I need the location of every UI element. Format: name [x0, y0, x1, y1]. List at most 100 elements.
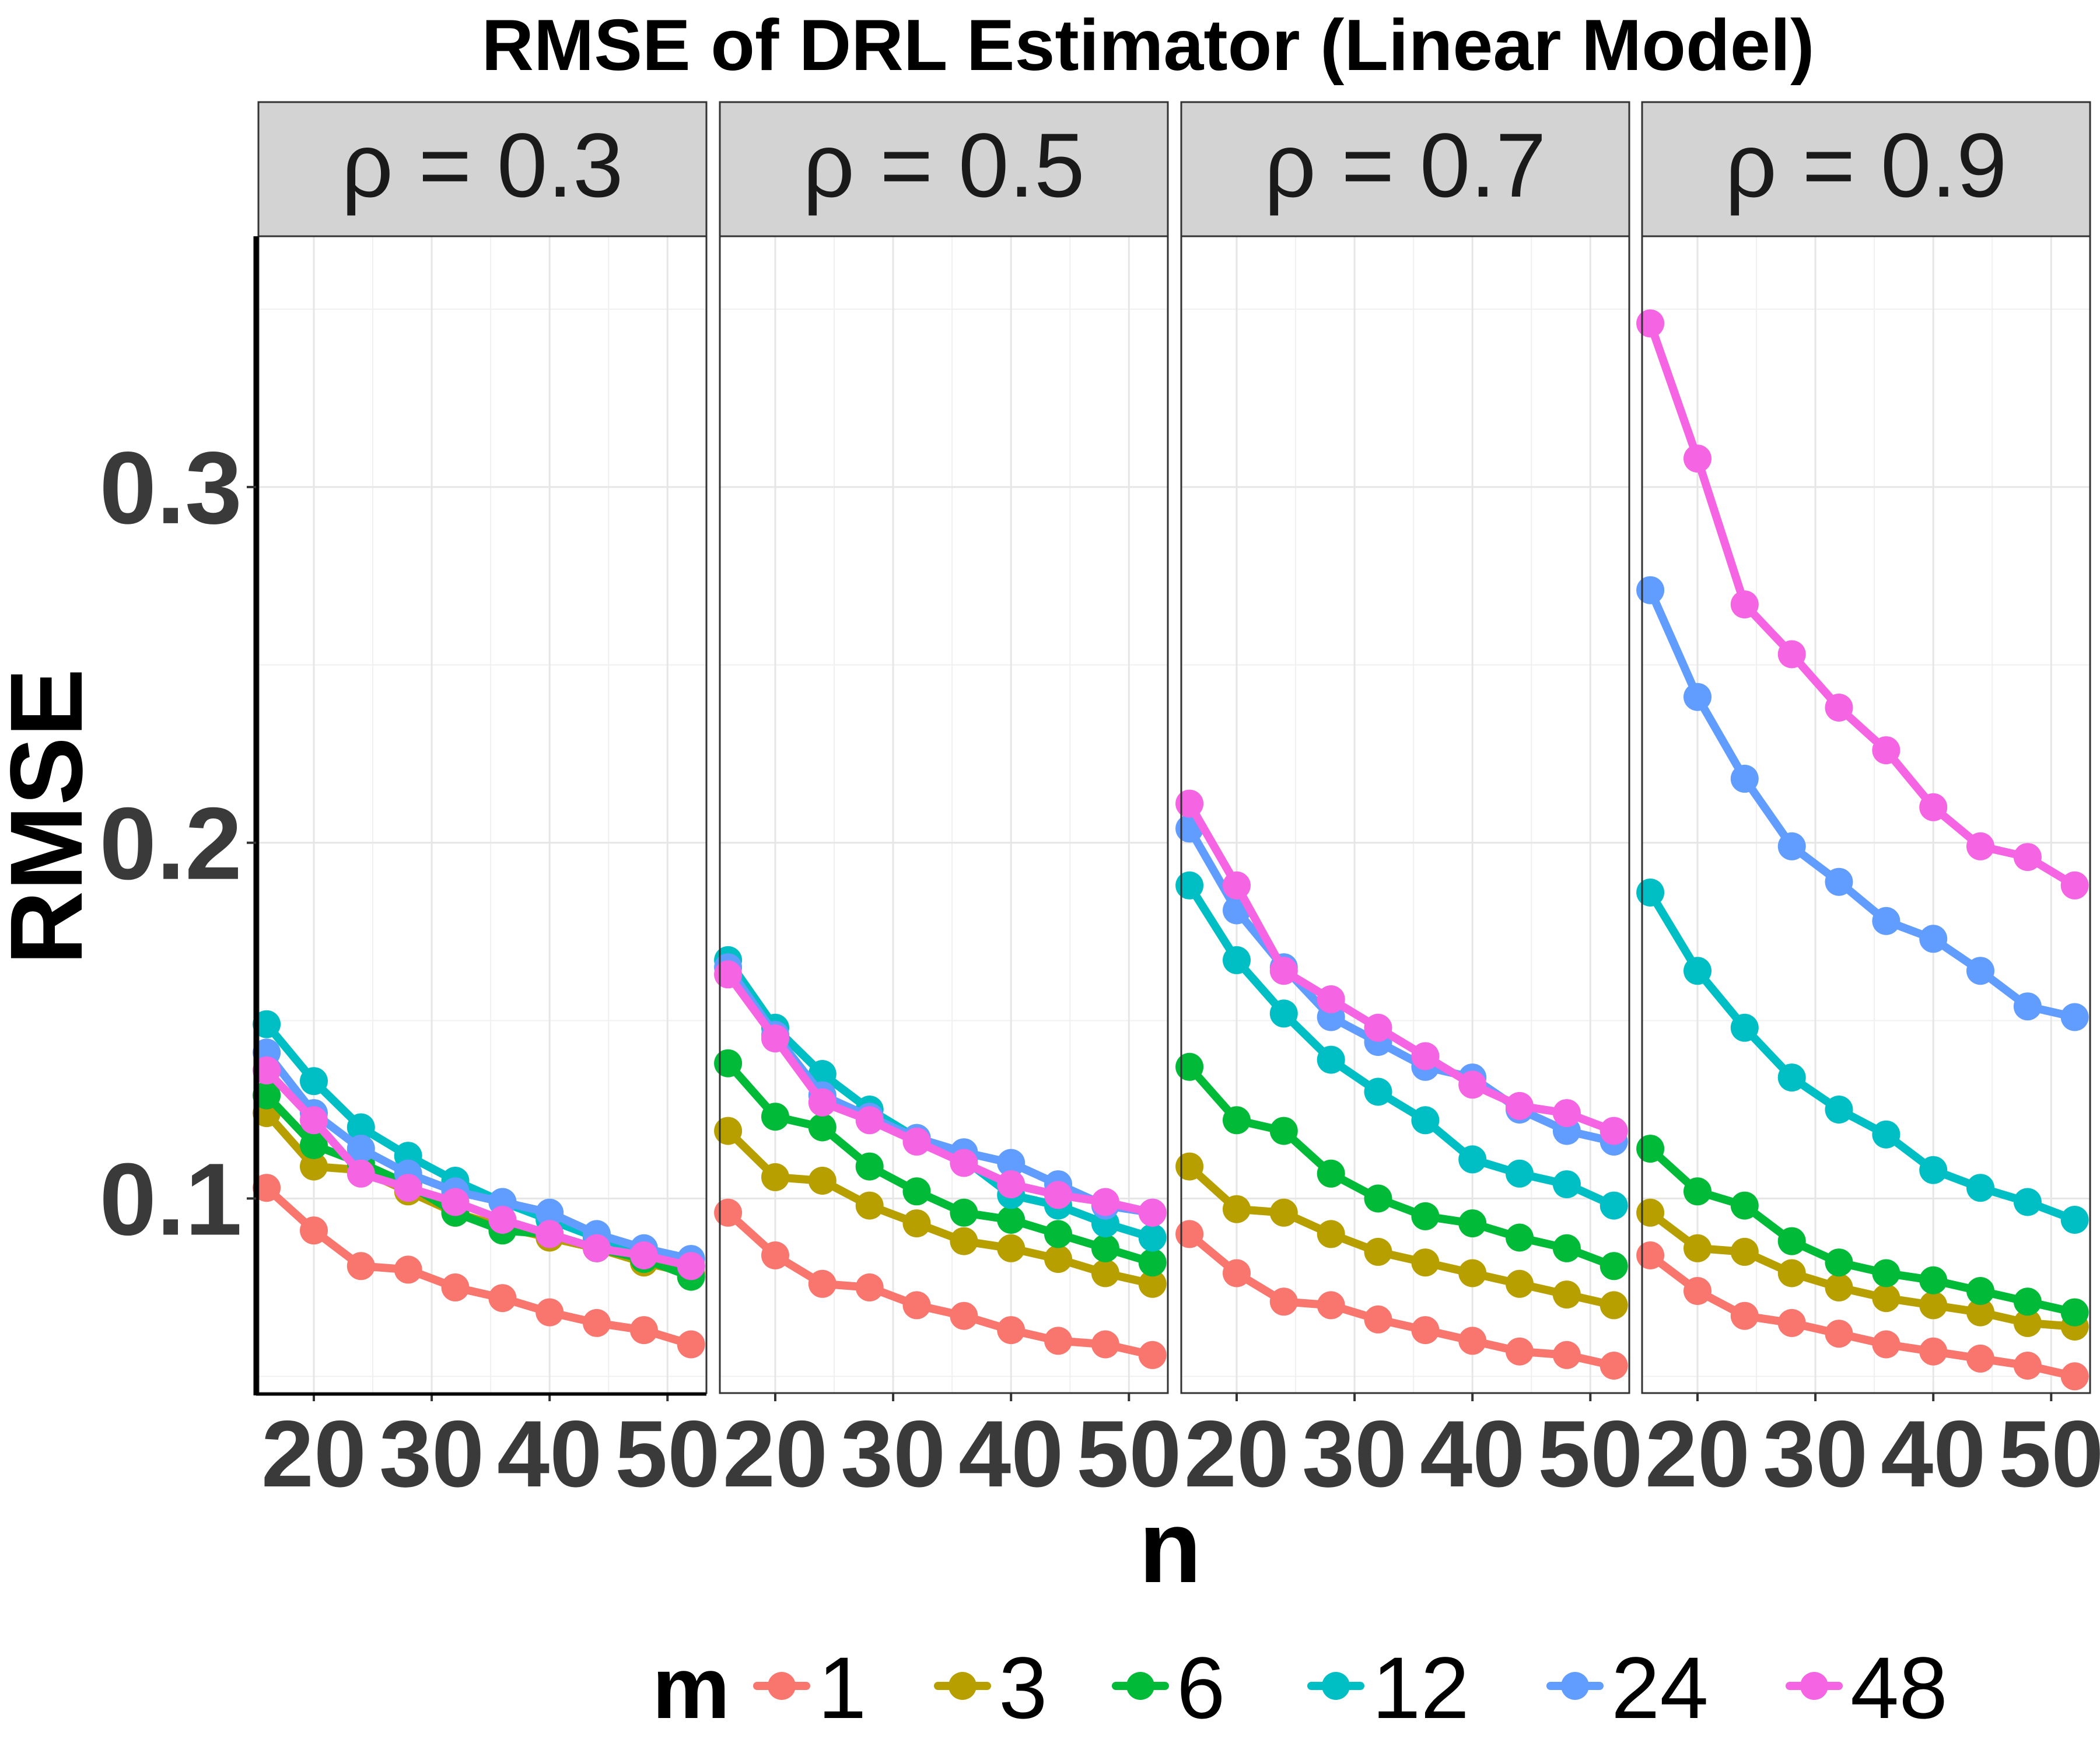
data-point-m-1-n-16	[714, 1198, 743, 1227]
facet-strip-label: ρ = 0.5	[803, 115, 1084, 216]
series-line-m-48	[262, 1066, 695, 1271]
data-point-m-1-n-24	[1269, 1287, 1298, 1316]
chart-title: RMSE of DRL Estimator (Linear Model)	[482, 5, 1815, 86]
series-line-m-24	[262, 1048, 695, 1264]
x-tick-label: 30	[379, 1401, 484, 1507]
data-point-m-6-n-44	[1966, 1277, 1994, 1305]
series-line-m-6	[1185, 1062, 1618, 1271]
data-point-m-24-n-40	[1919, 925, 1948, 953]
series-line-m-1	[724, 1208, 1157, 1359]
facet-strip	[257, 101, 708, 237]
data-point-m-3-n-36	[950, 1227, 978, 1255]
data-point-m-1-n-40	[1458, 1327, 1487, 1355]
data-point-m-48-n-24	[1269, 957, 1298, 985]
legend: m 1 3 6 12 24 48	[652, 1639, 1948, 1737]
series-line-m-24	[1646, 586, 2079, 1021]
data-point-m-1-n-32	[902, 1291, 931, 1320]
y-tick-label: 0.1	[99, 1142, 242, 1257]
data-point-m-3-n-44	[1506, 1269, 1534, 1298]
data-point-m-1-n-48	[1552, 1341, 1581, 1369]
data-point-m-24-n-20	[1684, 683, 1712, 711]
data-point-m-48-n-20	[1684, 445, 1712, 473]
data-point-m-1-n-48	[2013, 1352, 2042, 1380]
data-point-m-6-n-20	[1223, 1106, 1251, 1135]
y-tick-label: 0.3	[99, 431, 242, 545]
data-point-m-48-n-36	[1872, 736, 1901, 765]
data-point-m-1-n-40	[997, 1316, 1026, 1345]
data-point-m-12-n-48	[2013, 1188, 2042, 1216]
legend-key-point-m-6	[1126, 1672, 1154, 1700]
data-point-m-24-n-24	[1730, 764, 1759, 793]
data-point-m-3-n-52	[1600, 1291, 1628, 1320]
data-point-m-1-n-16	[1636, 1241, 1665, 1269]
data-point-m-48-n-48	[629, 1241, 658, 1269]
data-point-m-6-n-32	[902, 1177, 931, 1206]
data-point-m-6-n-36	[950, 1198, 978, 1227]
panel-background	[1642, 236, 2090, 1393]
data-point-m-3-n-20	[761, 1163, 789, 1191]
data-point-m-12-n-32	[1364, 1077, 1392, 1106]
panel-border	[1641, 235, 2091, 1394]
data-point-m-1-n-48	[1091, 1330, 1119, 1359]
data-point-m-48-n-28	[1777, 640, 1806, 669]
data-point-m-48-n-52	[2060, 871, 2089, 900]
panel-background	[1181, 236, 1629, 1393]
legend-key-point-m-12	[1322, 1672, 1350, 1700]
y-axis-title: RMSE	[0, 669, 104, 965]
legend-label-m-12: 12	[1372, 1639, 1469, 1737]
facet-strip-label: ρ = 0.9	[1725, 115, 2007, 216]
x-tick-label: 30	[1302, 1401, 1407, 1507]
data-point-m-1-n-20	[761, 1241, 789, 1269]
data-point-m-48-n-28	[855, 1106, 884, 1135]
data-point-m-3-n-16	[1175, 1152, 1204, 1181]
data-point-m-12-n-24	[1730, 1013, 1759, 1042]
data-point-m-1-n-24	[808, 1269, 836, 1298]
x-tick-label: 30	[841, 1401, 946, 1507]
series-line-m-1	[262, 1184, 695, 1349]
x-tick-label: 50	[615, 1401, 720, 1507]
data-point-m-3-n-16	[714, 1117, 743, 1145]
data-point-m-6-n-40	[997, 1206, 1026, 1234]
data-point-m-6-n-52	[1138, 1248, 1167, 1277]
data-point-m-1-n-48	[629, 1316, 658, 1345]
data-point-m-1-n-20	[1223, 1259, 1251, 1287]
data-point-m-12-n-36	[1411, 1106, 1440, 1135]
data-point-m-1-n-24	[1730, 1301, 1759, 1330]
data-point-m-3-n-28	[855, 1191, 884, 1220]
facet-panel-rho-0.3: ρ = 0.3 20 30 40 50	[253, 101, 720, 1507]
data-point-m-48-n-32	[902, 1127, 931, 1156]
data-point-m-6-n-20	[761, 1103, 789, 1131]
data-point-m-48-n-48	[1091, 1188, 1119, 1216]
legend-label-m-3: 3	[999, 1639, 1047, 1737]
legend-key-point-m-48	[1800, 1672, 1828, 1700]
legend-label-m-1: 1	[818, 1639, 866, 1737]
data-point-m-1-n-40	[1919, 1337, 1948, 1366]
data-point-m-12-n-40	[1458, 1145, 1487, 1174]
legend-title: m	[652, 1639, 730, 1737]
facet-panels: ρ = 0.320 30 40 50ρ = 0.520 30 40 50ρ = 0.720 3…	[253, 101, 2100, 1507]
x-tick-label: 40	[497, 1401, 602, 1507]
data-point-m-6-n-48	[1552, 1234, 1581, 1262]
data-point-m-1-n-36	[1411, 1316, 1440, 1345]
data-point-m-3-n-40	[997, 1234, 1026, 1262]
data-point-m-24-n-44	[1966, 957, 1994, 985]
data-point-m-24-n-28	[1777, 832, 1806, 860]
data-point-m-48-n-32	[441, 1188, 470, 1216]
data-point-m-3-n-24	[1730, 1237, 1759, 1266]
data-point-m-3-n-28	[1317, 1220, 1345, 1248]
data-point-m-48-n-48	[1552, 1099, 1581, 1128]
data-point-m-1-n-36	[950, 1301, 978, 1330]
x-tick-label: 20	[723, 1401, 828, 1507]
data-point-m-3-n-20	[1223, 1195, 1251, 1223]
data-point-m-1-n-52	[2060, 1362, 2089, 1391]
data-point-m-3-n-48	[1552, 1280, 1581, 1309]
data-point-m-48-n-24	[808, 1088, 836, 1117]
legend-key-point-m-3	[949, 1672, 977, 1700]
series-line-m-1	[1185, 1230, 1618, 1370]
facet-strip	[719, 101, 1169, 237]
data-point-m-3-n-20	[300, 1152, 328, 1181]
data-point-m-12-n-16	[1636, 879, 1665, 907]
data-point-m-3-n-20	[1684, 1234, 1712, 1262]
panel-border	[1180, 235, 1630, 1394]
